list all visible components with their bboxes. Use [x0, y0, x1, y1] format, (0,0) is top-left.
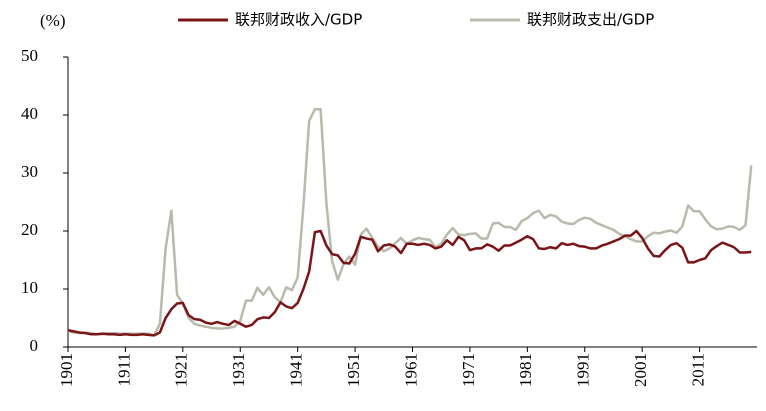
x-tick-label: 1951: [344, 353, 363, 387]
x-tick-label: 2011: [688, 353, 707, 386]
x-tick-label: 1931: [229, 353, 248, 387]
x-tick-label: 1941: [287, 353, 306, 387]
line-series: [67, 229, 752, 337]
x-tick-label: 1971: [459, 353, 478, 387]
x-tick-label: 1991: [574, 353, 593, 387]
y-tick-label: 20: [21, 220, 38, 239]
y-tick-label: 0: [30, 336, 39, 355]
legend-label: 联邦财政收入/GDP: [235, 11, 362, 29]
y-unit-label: (%): [40, 11, 65, 30]
y-tick-label: 10: [21, 278, 38, 297]
y-tick-label: 30: [21, 162, 38, 181]
line-series: [67, 107, 753, 337]
x-tick-label: 2001: [631, 353, 650, 387]
x-tick-label: 1961: [401, 353, 420, 387]
y-tick-label: 40: [21, 104, 38, 123]
x-tick-label: 1911: [114, 353, 133, 386]
x-tick-label: 1981: [516, 353, 535, 387]
x-tick-label: 1901: [57, 353, 76, 387]
x-tick-label: 1921: [172, 353, 191, 387]
y-tick-label: 50: [21, 46, 38, 65]
legend-label: 联邦财政支出/GDP: [527, 11, 654, 29]
